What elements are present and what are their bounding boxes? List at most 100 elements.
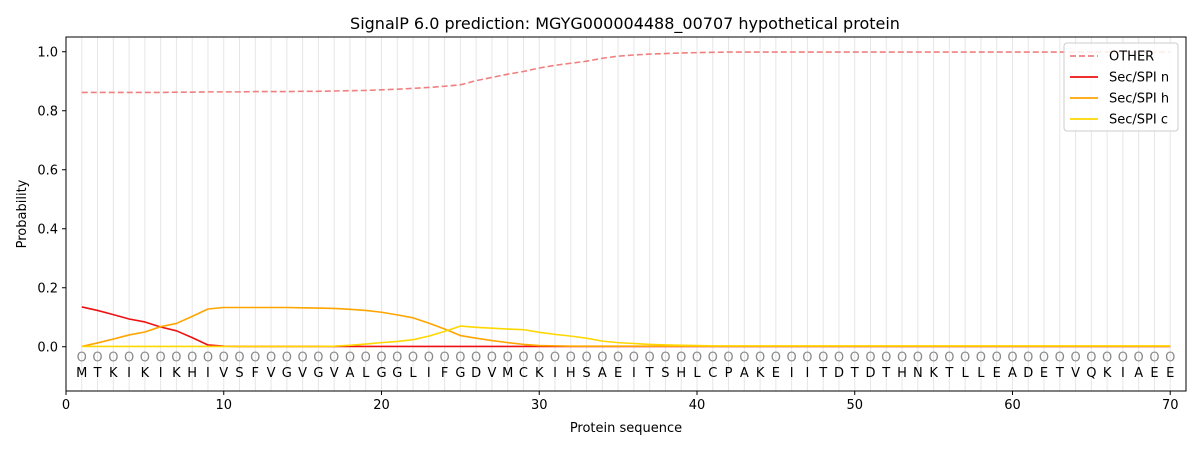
residue-label: T — [850, 366, 859, 381]
region-marker: O — [787, 351, 797, 366]
region-marker: O — [171, 351, 181, 366]
region-marker: O — [1118, 351, 1128, 366]
region-marker: O — [913, 351, 923, 366]
residue-label: S — [661, 366, 669, 381]
region-marker: O — [345, 351, 355, 366]
residue-label: V — [219, 366, 228, 381]
region-marker: O — [329, 351, 339, 366]
residue-label: N — [913, 366, 923, 381]
residue-label: L — [409, 366, 417, 381]
region-marker: O — [692, 351, 702, 366]
y-tick-label: 0.4 — [37, 222, 58, 237]
region-marker: O — [124, 351, 134, 366]
region-marker: O — [1134, 351, 1144, 366]
region-marker: O — [455, 351, 465, 366]
x-tick-label: 20 — [373, 398, 390, 413]
region-marker: O — [645, 351, 655, 366]
region-marker: O — [771, 351, 781, 366]
residue-label: H — [676, 366, 686, 381]
series-layer — [81, 51, 1171, 348]
residue-label: G — [313, 366, 323, 381]
region-marker: O — [755, 351, 765, 366]
y-tick-label: 1.0 — [37, 45, 58, 60]
region-marker: O — [250, 351, 260, 366]
residue-label: I — [805, 366, 809, 381]
residue-label: E — [614, 366, 622, 381]
residue-label: T — [93, 366, 102, 381]
region-marker: O — [629, 351, 639, 366]
residue-label: K — [1103, 366, 1112, 381]
residue-label: G — [392, 366, 402, 381]
series-line-sec-spi-c — [81, 325, 1171, 348]
residue-label: V — [267, 366, 276, 381]
x-tick-label: 70 — [1162, 398, 1179, 413]
region-marker: O — [708, 351, 718, 366]
region-marker: O — [92, 351, 102, 366]
region-marker: O — [1086, 351, 1096, 366]
residue-label: E — [993, 366, 1001, 381]
residue-label: T — [1055, 366, 1064, 381]
region-marker: O — [282, 351, 292, 366]
y-tick-label: 0.0 — [37, 340, 58, 355]
region-marker: O — [566, 351, 576, 366]
region-marker: O — [992, 351, 1002, 366]
region-marker: O — [439, 351, 449, 366]
residue-label: A — [740, 366, 749, 381]
residue-label: T — [645, 366, 654, 381]
residue-label: E — [772, 366, 780, 381]
residue-label: F — [252, 366, 259, 381]
residue-label: F — [441, 366, 448, 381]
region-marker: O — [1070, 351, 1080, 366]
residue-label: I — [553, 366, 557, 381]
region-marker: O — [818, 351, 828, 366]
region-marker: O — [976, 351, 986, 366]
region-marker: O — [597, 351, 607, 366]
residue-label: P — [725, 366, 733, 381]
residue-label: D — [1023, 366, 1033, 381]
region-marker: O — [897, 351, 907, 366]
region-marker: O — [723, 351, 733, 366]
region-marker: O — [881, 351, 891, 366]
residue-label: K — [172, 366, 181, 381]
region-marker: O — [203, 351, 213, 366]
residue-label: H — [566, 366, 576, 381]
tick-layer: 0 10 20 30 40 50 60 70 0.0 0.2 0.4 0.6 0.8 1.0 — [37, 45, 1178, 413]
region-marker: O — [550, 351, 560, 366]
x-tick-label: 40 — [689, 398, 706, 413]
residue-label: D — [865, 366, 875, 381]
region-marker: O — [471, 351, 481, 366]
residue-label: A — [345, 366, 354, 381]
legend-box — [1063, 42, 1179, 132]
residue-label: V — [330, 366, 339, 381]
region-marker: O — [219, 351, 229, 366]
region-marker: O — [534, 351, 544, 366]
region-marker: O — [1007, 351, 1017, 366]
residue-label: C — [519, 366, 528, 381]
residue-label: H — [897, 366, 907, 381]
region-marker: O — [298, 351, 308, 366]
residue-label: Q — [1086, 366, 1096, 381]
residue-label: E — [1150, 366, 1158, 381]
x-tick-label: 50 — [846, 398, 863, 413]
residue-label: I — [790, 366, 794, 381]
region-marker: O — [676, 351, 686, 366]
residue-label: S — [582, 366, 590, 381]
region-marker: O — [960, 351, 970, 366]
residue-label: I — [632, 366, 636, 381]
residue-label: I — [206, 366, 210, 381]
region-marker: O — [503, 351, 513, 366]
residue-label: L — [962, 366, 970, 381]
region-marker: O — [1023, 351, 1033, 366]
legend-label: Sec/SPI h — [1109, 92, 1169, 107]
region-marker: O — [581, 351, 591, 366]
region-marker: O — [1149, 351, 1159, 366]
x-axis-label: Protein sequence — [570, 421, 682, 436]
residue-label: I — [427, 366, 431, 381]
region-marker: O — [408, 351, 418, 366]
residue-label: M — [502, 366, 513, 381]
residue-label: G — [376, 366, 386, 381]
residue-label: I — [127, 366, 131, 381]
residue-label: C — [708, 366, 717, 381]
